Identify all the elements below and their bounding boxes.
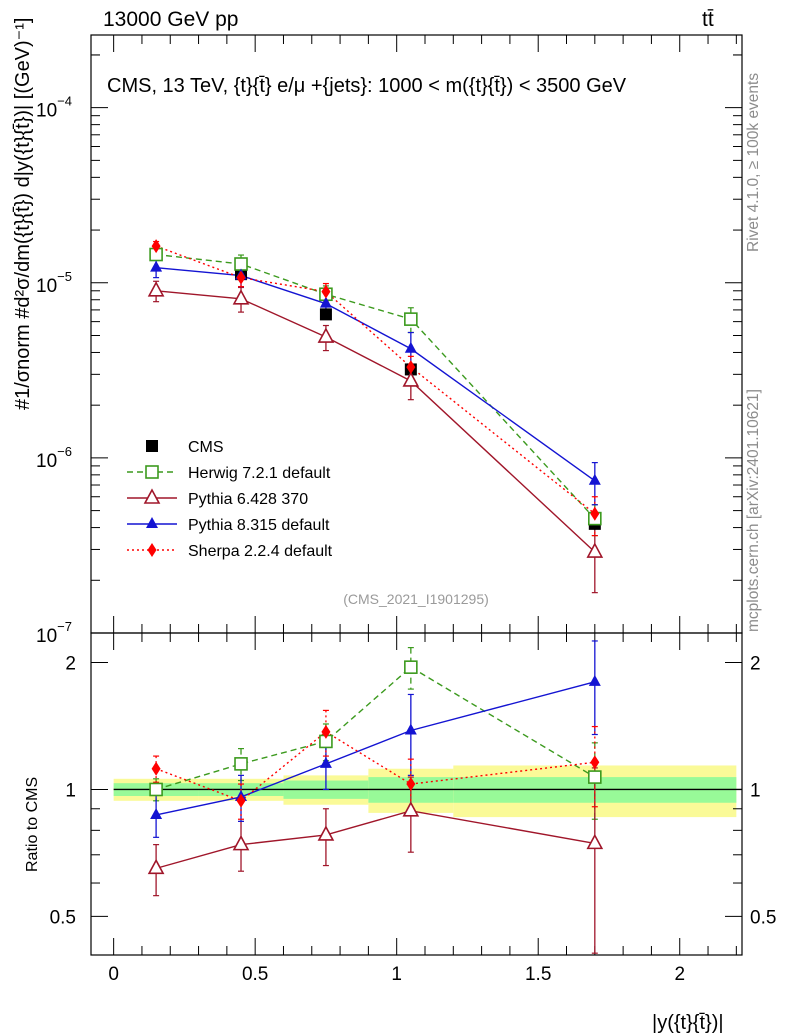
ratio-sherpa-point [590,755,600,770]
ratio-y-tick-label-right: 0.5 [750,907,776,928]
main-y-tick-exponent: −7 [57,619,72,634]
legend-marker [145,465,159,479]
ratio-herwig-point [404,660,418,674]
main-herwig-point [234,257,248,271]
legend-entry-label: Pythia 8.315 default [188,517,330,534]
legend: CMS Herwig 7.2.1 default Pythia 6.428 370 P… [127,439,333,560]
main-y-tick-exponent: −4 [57,94,72,109]
main-pythia8-point [588,473,601,485]
header-process-label: tt̄ [702,8,714,31]
main-y-tick-exponent: −6 [57,444,72,459]
main-pythia6-point [586,542,604,558]
legend-marker [143,488,161,504]
ratio-pythia6-line [155,810,595,870]
ratio-pythia6-point [586,833,604,850]
main-y-tick-exponent: −5 [57,269,72,284]
ratio-y-tick-label-right: 2 [750,654,761,675]
main-sherpa-point [321,284,331,299]
main-pythia6-point [147,281,165,297]
x-tick-label: 1 [391,964,402,985]
x-tick-label: 0.5 [242,964,268,985]
main-sherpa-point [590,506,600,521]
main-pythia6-point [317,327,335,343]
ratio-sherpa-point [151,761,161,776]
legend-entry-label: Pythia 6.428 370 [188,491,308,508]
data-marks [147,239,604,875]
main-y-tick-label: 10−5 [36,269,72,297]
ratio-herwig-point [149,782,163,797]
ratio-pythia8-point [588,674,601,686]
ratio-y-tick-label: 1 [65,780,76,801]
legend-marker [147,543,157,557]
main-herwig-point [404,312,418,326]
header-energy-label: 13000 GeV pp [103,8,239,31]
ratio-y-tick-label: 2 [65,654,76,675]
ratio-pythia6-point [232,834,250,851]
main-y-tick-label: 10−7 [36,619,72,647]
ratio-pythia8-point [319,756,332,768]
ratio-pythia8-point [150,807,163,819]
main-cms-point [319,308,332,321]
legend-marker [146,440,158,452]
uncertainty-band [113,765,742,818]
main-y-tick-label: 10−6 [36,444,72,472]
ratio-herwig-line [155,666,596,791]
ratio-pythia6-point [317,825,335,841]
main-pythia8-point [319,296,332,308]
legend-entry-label: Sherpa 2.2.4 default [188,543,333,560]
main-pythia8-point [404,341,417,353]
ratio-sherpa-point [406,777,416,792]
x-tick-label: 1.5 [525,964,551,985]
ratio-sherpa-point [236,793,246,808]
main-pythia6-point [232,289,250,305]
legend-marker [146,517,158,528]
ratio-panel-frame [90,632,743,956]
ratio-sherpa-point [321,724,331,739]
main-sherpa-point [151,239,161,254]
main-sherpa-point [236,270,246,285]
ratio-herwig-point [588,770,602,784]
main-sherpa-point [406,360,416,375]
chart-title: CMS, 13 TeV, {t}{t̄} e/μ +{jets}: 1000 <… [107,75,627,97]
legend-entry-label: CMS [188,439,224,456]
ratio-herwig-point [234,757,248,771]
ratio-pythia6-point [402,801,420,817]
main-pythia8-point [150,260,163,272]
ratio-pythia8-point [404,723,417,735]
main-y-tick-label: 10−4 [36,94,72,122]
ratio-y-tick-label-right: 1 [750,780,761,801]
ratio-pythia6-point [147,858,165,875]
legend-entry-label: Herwig 7.2.1 default [188,465,331,482]
ratio-y-tick-label: 0.5 [50,907,76,928]
main-pythia6-point [402,371,420,387]
axis-ticks: 10−4 10−5 10−6 10−7 0 0.5 1 1.5 2 0.5 0.5 1 1 2 2 [36,35,776,985]
analysis-watermark: (CMS_2021_I1901295) [343,591,489,607]
x-tick-label: 0 [108,964,119,985]
x-tick-label: 2 [674,964,685,985]
